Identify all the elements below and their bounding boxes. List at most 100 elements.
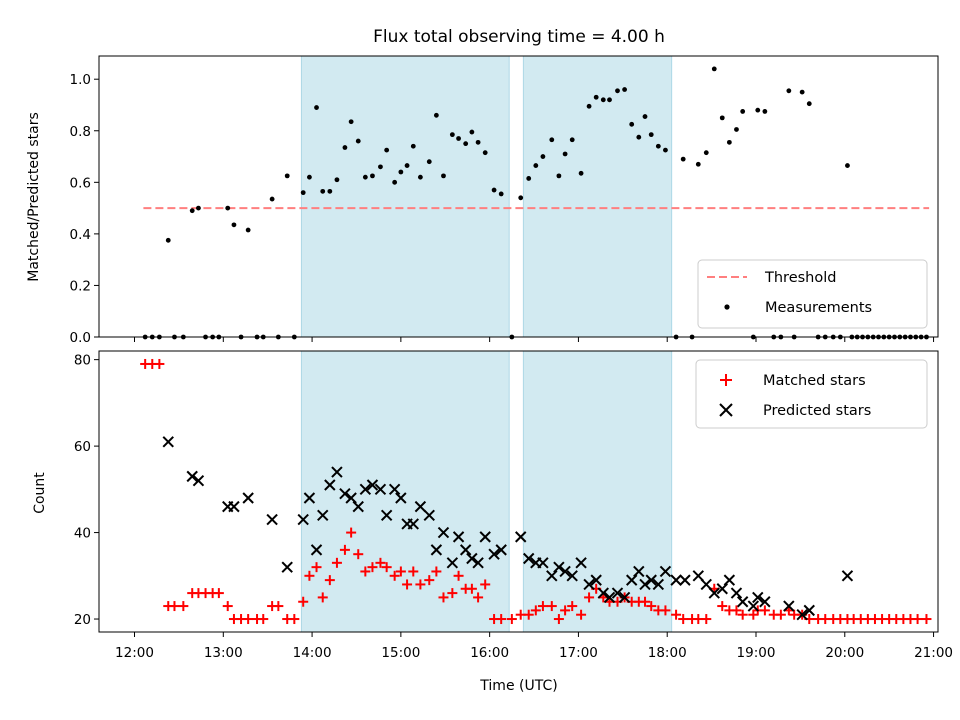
legend-frame bbox=[695, 359, 928, 429]
measurement-point bbox=[786, 88, 792, 94]
legend-measurements-swatch bbox=[724, 304, 730, 310]
matched-stars-marker bbox=[424, 575, 435, 586]
measurement-point bbox=[314, 105, 319, 110]
measurement-point bbox=[586, 103, 592, 109]
measurement-point bbox=[384, 147, 390, 153]
predicted-stars-marker bbox=[659, 565, 672, 578]
predicted-stars-marker bbox=[430, 544, 443, 556]
predicted-stars-marker bbox=[466, 552, 478, 565]
measurement-point bbox=[734, 127, 739, 132]
matched-stars-marker bbox=[367, 562, 378, 573]
legend-frame bbox=[697, 259, 928, 329]
matched-stars-marker bbox=[759, 605, 770, 616]
matched-stars-marker bbox=[640, 596, 651, 607]
predicted-stars-marker bbox=[783, 600, 795, 612]
y-tick-label: 0.6 bbox=[70, 175, 91, 191]
matched-stars-marker bbox=[506, 614, 517, 625]
x-tick-label: 19:00 bbox=[737, 645, 776, 661]
measurement-point bbox=[348, 119, 354, 125]
legend-matched-swatch bbox=[720, 374, 732, 386]
predicted-stars-marker bbox=[488, 548, 500, 560]
matched-stars-marker bbox=[646, 601, 657, 612]
panel-counts-frame bbox=[98, 350, 939, 633]
measurement-point bbox=[456, 136, 461, 141]
panel-ratio-shading bbox=[300, 55, 673, 338]
measurement-point bbox=[703, 150, 709, 156]
panel-counts-ylabel: Count bbox=[32, 472, 48, 514]
y-tick-label: 80 bbox=[74, 353, 91, 369]
matched-stars-marker bbox=[289, 614, 300, 625]
predicted-stars-marker bbox=[495, 544, 507, 556]
x-tick-label: 12:00 bbox=[115, 645, 154, 661]
matched-stars-marker bbox=[717, 601, 728, 612]
y-tick-label: 1.0 bbox=[70, 72, 91, 88]
y-tick-label: 40 bbox=[74, 526, 91, 542]
matched-stars-marker bbox=[375, 557, 386, 568]
measurement-point bbox=[642, 114, 648, 119]
predicted-stars-marker bbox=[611, 587, 624, 599]
matched-stars-marker bbox=[576, 609, 587, 620]
measurement-point bbox=[726, 139, 732, 145]
matched-stars-marker bbox=[243, 614, 254, 625]
predicted-stars-marker bbox=[423, 509, 435, 521]
predicted-stars-marker bbox=[446, 557, 459, 569]
y-tick-label: 0.0 bbox=[70, 330, 91, 346]
predicted-stars-marker bbox=[747, 600, 760, 612]
measurement-point bbox=[549, 137, 555, 143]
measurement-point bbox=[231, 222, 237, 228]
x-tick-label: 16:00 bbox=[470, 645, 509, 661]
measurement-point bbox=[307, 174, 312, 180]
matched-stars-marker bbox=[737, 609, 748, 620]
measurement-point bbox=[463, 141, 469, 147]
predicted-stars-marker bbox=[618, 591, 631, 604]
predicted-stars-marker bbox=[736, 596, 749, 608]
predicted-stars-marker bbox=[303, 492, 316, 504]
predicted-stars-marker bbox=[645, 574, 657, 586]
matched-stars-marker bbox=[775, 609, 786, 620]
matched-stars-marker bbox=[395, 566, 406, 577]
observing-window-1 bbox=[300, 350, 510, 633]
measurement-point bbox=[398, 169, 404, 175]
matched-stars-marker bbox=[671, 609, 682, 620]
predicted-stars-marker bbox=[459, 544, 472, 556]
measurement-point bbox=[593, 94, 599, 100]
measurement-point bbox=[556, 173, 562, 179]
matched-stars-marker bbox=[431, 566, 442, 577]
predicted-stars-marker bbox=[324, 479, 336, 491]
predicted-stars-marker bbox=[566, 570, 578, 582]
matched-stars-marker bbox=[584, 592, 595, 603]
measurement-point bbox=[569, 137, 575, 143]
panel-counts-shading bbox=[300, 350, 673, 633]
matched-stars-marker bbox=[273, 601, 284, 612]
panel-ratio-ylabel: Matched/Predicted stars bbox=[26, 112, 42, 282]
measurement-point bbox=[404, 163, 410, 168]
predicted-stars-marker bbox=[590, 574, 602, 586]
matched-stars-marker bbox=[567, 601, 578, 612]
measurement-point bbox=[225, 205, 231, 211]
predicted-stars-marker bbox=[359, 483, 372, 496]
predicted-stars-marker bbox=[730, 587, 743, 599]
matched-stars-marker bbox=[447, 588, 458, 599]
y-tick-label: 0.8 bbox=[70, 124, 91, 140]
measurement-point bbox=[711, 66, 717, 72]
measurement-point bbox=[392, 179, 398, 185]
matched-stars-marker bbox=[258, 614, 269, 625]
predicted-stars-marker bbox=[380, 509, 393, 521]
measurement-point bbox=[533, 163, 539, 168]
measurement-point bbox=[165, 237, 171, 243]
measurement-point bbox=[648, 132, 654, 138]
predicted-stars-marker bbox=[331, 466, 343, 478]
matched-stars-marker bbox=[360, 566, 371, 577]
legend-measurements-label: Measurements bbox=[765, 300, 872, 316]
panel-ratio-xticks bbox=[134, 337, 935, 342]
predicted-stars-marker bbox=[479, 531, 491, 543]
predicted-stars-marker bbox=[537, 557, 549, 569]
measurement-point bbox=[755, 107, 761, 113]
predicted-stars-marker bbox=[708, 587, 720, 599]
measurement-point bbox=[740, 109, 746, 114]
matched-stars-marker bbox=[154, 358, 165, 369]
predicted-stars-marker bbox=[407, 518, 419, 530]
predicted-stars-marker bbox=[583, 578, 595, 591]
panel-counts-xticks: 12:00 13:00 14:00 15:00 16:00 17:00 18:00 19:00… bbox=[115, 632, 953, 661]
predicted-stars-marker bbox=[266, 513, 278, 526]
